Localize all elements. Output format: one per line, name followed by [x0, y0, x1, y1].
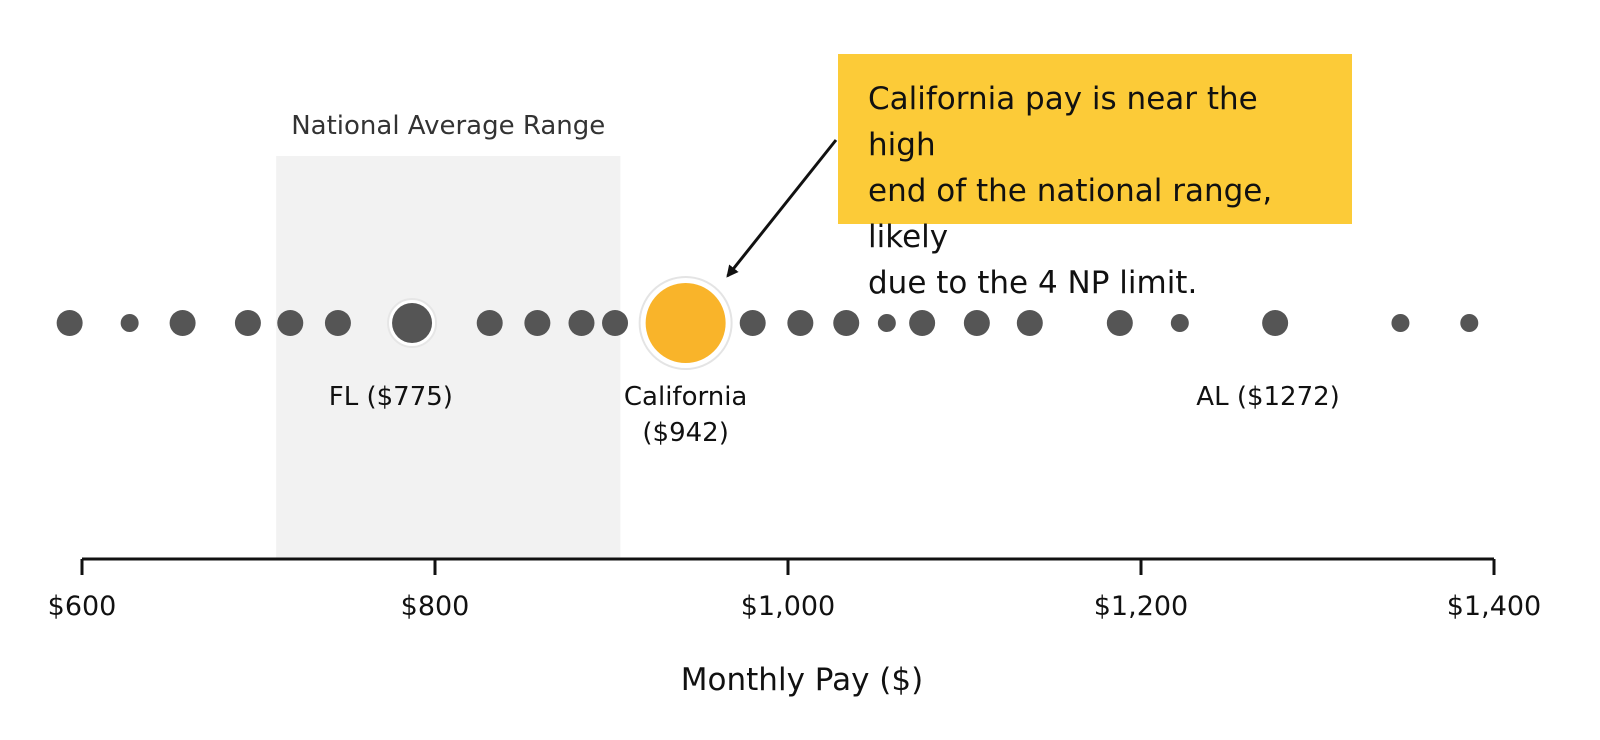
- x-tick-label: $600: [48, 591, 117, 622]
- data-point: [169, 310, 196, 336]
- data-point: [277, 310, 304, 336]
- data-point: [787, 310, 814, 336]
- data-point: [833, 310, 860, 336]
- data-point: [324, 310, 351, 336]
- national-average-label: National Average Range: [291, 111, 605, 141]
- annotation-line-3: due to the 4 NP limit.: [868, 265, 1198, 301]
- data-point: [909, 310, 936, 336]
- data-points: [56, 276, 1479, 370]
- data-point: [392, 303, 433, 343]
- callout-arrow: [726, 139, 838, 278]
- x-axis: $600 $800 $1,000 $1,200 $1,400 Monthly Pay ($…: [48, 557, 1541, 698]
- data-point: [1262, 310, 1289, 336]
- annotation-line-2: end of the national range, likely: [868, 173, 1273, 255]
- data-point: [568, 310, 595, 336]
- data-point: [963, 310, 990, 336]
- x-axis-title: Monthly Pay ($): [681, 662, 923, 698]
- data-point: [1460, 314, 1479, 332]
- data-point: [1170, 314, 1189, 332]
- point-label: AL ($1272): [1196, 382, 1340, 412]
- x-tick-label: $1,200: [1094, 591, 1188, 622]
- data-point: [1106, 310, 1133, 336]
- data-point: [602, 310, 629, 336]
- data-point: [739, 310, 766, 336]
- x-tick-label: $800: [401, 591, 470, 622]
- data-point: [56, 310, 83, 336]
- data-point: [524, 310, 551, 336]
- callout-arrow-layer: [726, 139, 838, 278]
- data-point: [234, 310, 261, 336]
- x-tick-label: $1,000: [741, 591, 835, 622]
- point-label: California ($942): [624, 382, 747, 448]
- data-point: [1016, 310, 1043, 336]
- data-point: [120, 314, 139, 332]
- point-labels: FL ($775) California ($942) AL ($1272): [329, 382, 1340, 448]
- data-point: [877, 314, 896, 332]
- x-tick-label: $1,400: [1447, 591, 1541, 622]
- highlight-point: [645, 283, 726, 363]
- national-average-band: [276, 156, 621, 559]
- data-point: [476, 310, 503, 336]
- data-point: [1391, 314, 1410, 332]
- national-average-band-layer: National Average Range: [276, 111, 621, 559]
- point-label: FL ($775): [329, 382, 453, 412]
- annotation-line-1: California pay is near the high: [868, 81, 1258, 163]
- annotation-callout: California pay is near the high end of t…: [838, 54, 1352, 301]
